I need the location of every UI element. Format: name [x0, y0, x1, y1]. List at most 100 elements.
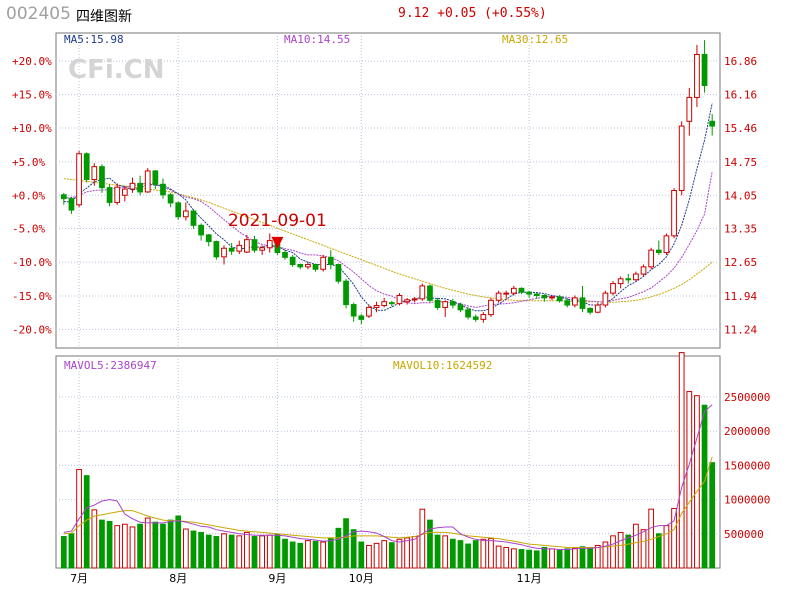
candle-body [198, 224, 204, 236]
left-tick-label: -20.0% [12, 323, 52, 336]
candle-body [709, 120, 716, 127]
volume-bar [396, 538, 403, 569]
volume-bar [305, 540, 311, 569]
volume-bar [152, 521, 159, 569]
volume-bar [167, 519, 174, 569]
volume-bar [221, 533, 227, 569]
candle-body [488, 299, 494, 316]
candle-body [503, 292, 510, 295]
volume-bar [602, 541, 609, 569]
left-tick-label: -5.0% [12, 223, 45, 236]
volume-bar [701, 404, 708, 569]
month-label: 10月 [349, 572, 374, 585]
volume-bar [198, 531, 204, 569]
candle-body [457, 304, 464, 311]
volume-bar [350, 529, 357, 569]
volume-bar [457, 540, 464, 569]
candle-body [480, 314, 487, 320]
candle-body [640, 266, 647, 275]
volume-bar [411, 536, 418, 569]
left-tick-label: +0.0% [12, 189, 45, 202]
candle-body [541, 295, 548, 299]
candle-body [442, 301, 449, 308]
candle-body [678, 125, 685, 191]
volume-bar [312, 540, 319, 569]
volume-bar [564, 548, 571, 569]
candle-body [434, 299, 441, 308]
volume-bar [449, 538, 456, 569]
candle-body [106, 187, 113, 203]
candle-body [129, 182, 136, 190]
volume-bar [160, 523, 166, 569]
price-change-readout: 9.12 +0.05 (+0.55%) [398, 6, 547, 21]
volume-bar [510, 548, 517, 569]
volume-bar [121, 523, 128, 569]
volume-bar [266, 534, 273, 569]
volume-bar [343, 518, 349, 569]
volume-bar [274, 533, 281, 569]
volume-tick-label: 2000000 [724, 425, 770, 438]
volume-bar [518, 549, 525, 569]
volume-bar [472, 540, 479, 569]
right-tick-label: 16.86 [724, 55, 757, 68]
candle-body [579, 297, 586, 309]
candle-body [381, 301, 388, 307]
volume-bar [556, 549, 563, 569]
candle-body [320, 256, 327, 270]
candle-body [549, 296, 555, 299]
mavol5-line [63, 404, 713, 550]
candle-body [610, 283, 616, 294]
candle-body [533, 293, 540, 296]
volume-bar [572, 547, 578, 569]
volume-bar [213, 536, 220, 569]
price-panel: CFi.CN +20.0% +15.0% +10.0% +5.0% +0.0% -5.0%… [12, 32, 757, 349]
volume-bar [579, 546, 586, 569]
candle-body [99, 166, 105, 189]
left-tick-label: -15.0% [12, 290, 52, 303]
candle-body [259, 247, 266, 251]
left-tick-label: +20.0% [12, 55, 52, 68]
volume-average-lines [63, 404, 713, 550]
volume-bar [587, 546, 594, 569]
candle-body [167, 194, 174, 204]
volume-bar [694, 395, 700, 569]
volume-bar [335, 527, 342, 569]
right-tick-label: 11.24 [724, 323, 757, 336]
candle-body [152, 170, 159, 185]
legend-ma10: MA10:14.55 [284, 33, 350, 46]
volume-tick-label: 500000 [724, 528, 764, 541]
volume-bar [327, 537, 334, 569]
volume-bar [381, 540, 388, 569]
volume-bar [404, 537, 410, 569]
candle-body [572, 297, 578, 306]
right-tick-label: 14.75 [724, 156, 757, 169]
candle-body [282, 252, 288, 258]
volume-bar [144, 517, 151, 569]
volume-bar [60, 536, 67, 569]
candle-body [510, 287, 517, 294]
volume-bar [175, 515, 182, 569]
candle-body [175, 202, 182, 218]
annotation-arrow-head [271, 236, 284, 249]
volume-bar [251, 536, 258, 569]
candle-body [449, 301, 456, 306]
volume-bar [549, 548, 555, 569]
volume-bar [373, 542, 380, 569]
volume-right-axis: 2500000 2000000 1500000 1000000 500000 [724, 391, 770, 541]
month-label: 11月 [517, 572, 542, 585]
volume-bar [617, 531, 624, 569]
volume-bar [633, 523, 639, 569]
month-label: 9月 [268, 572, 286, 585]
left-tick-label: +10.0% [12, 122, 52, 135]
candle-body [358, 315, 365, 320]
candle-body [472, 316, 479, 320]
candle-body [190, 210, 197, 226]
volume-bar [99, 519, 105, 569]
candle-body [350, 304, 357, 317]
candle-body [366, 306, 372, 317]
stock-code: 002405 [6, 4, 71, 24]
candle-body [335, 263, 342, 282]
right-tick-label: 12.65 [724, 256, 757, 269]
candle-body [495, 292, 502, 301]
